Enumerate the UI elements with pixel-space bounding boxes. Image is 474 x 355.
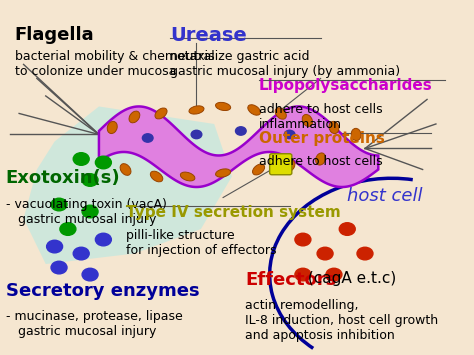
Text: bacterial mobility & chemotaxis
to colonize under mucosa: bacterial mobility & chemotaxis to colon… bbox=[15, 50, 214, 78]
Ellipse shape bbox=[216, 102, 231, 110]
Circle shape bbox=[295, 233, 311, 246]
Text: - mucinase, protease, lipase
   gastric mucosal injury: - mucinase, protease, lipase gastric muc… bbox=[6, 310, 182, 338]
Text: Exotoxin(s): Exotoxin(s) bbox=[6, 169, 120, 187]
Circle shape bbox=[142, 134, 153, 142]
Circle shape bbox=[51, 198, 67, 211]
Text: actin remodelling,
IL-8 induction, host cell growth
and apoptosis inhibition: actin remodelling, IL-8 induction, host … bbox=[245, 299, 438, 342]
Circle shape bbox=[339, 223, 355, 235]
Circle shape bbox=[95, 233, 111, 246]
Circle shape bbox=[73, 153, 89, 165]
Ellipse shape bbox=[129, 111, 140, 123]
FancyBboxPatch shape bbox=[270, 154, 292, 175]
Circle shape bbox=[46, 240, 63, 253]
Ellipse shape bbox=[302, 114, 312, 126]
Ellipse shape bbox=[189, 106, 204, 114]
Text: Urease: Urease bbox=[170, 26, 246, 45]
Text: Type IV secretion system: Type IV secretion system bbox=[126, 204, 340, 219]
Ellipse shape bbox=[107, 121, 117, 133]
Ellipse shape bbox=[150, 171, 163, 182]
Text: Outer proteins: Outer proteins bbox=[258, 131, 384, 146]
Circle shape bbox=[317, 247, 333, 260]
Ellipse shape bbox=[216, 169, 231, 177]
Text: adhere to host cells
inflammation: adhere to host cells inflammation bbox=[258, 103, 382, 131]
Ellipse shape bbox=[155, 108, 167, 119]
Circle shape bbox=[357, 247, 373, 260]
Ellipse shape bbox=[316, 153, 326, 165]
Text: adhere to host cells: adhere to host cells bbox=[258, 155, 382, 169]
Text: neutralize gastric acid
gastric mucosal injury (by ammonia): neutralize gastric acid gastric mucosal … bbox=[170, 50, 400, 78]
Ellipse shape bbox=[329, 121, 339, 133]
Polygon shape bbox=[99, 106, 378, 187]
Ellipse shape bbox=[180, 172, 195, 181]
Text: Secretory enzymes: Secretory enzymes bbox=[6, 282, 200, 300]
Ellipse shape bbox=[120, 164, 131, 175]
Circle shape bbox=[82, 174, 98, 186]
Text: Effectors: Effectors bbox=[245, 271, 337, 289]
Circle shape bbox=[95, 156, 111, 169]
Circle shape bbox=[295, 268, 311, 281]
Ellipse shape bbox=[284, 160, 295, 172]
Text: (cagA e.t.c): (cagA e.t.c) bbox=[303, 271, 396, 286]
Circle shape bbox=[82, 268, 98, 281]
Polygon shape bbox=[24, 106, 232, 264]
Circle shape bbox=[326, 268, 342, 281]
Ellipse shape bbox=[248, 105, 260, 115]
Text: pilli-like structure
for injection of effectors: pilli-like structure for injection of ef… bbox=[126, 229, 276, 257]
Ellipse shape bbox=[351, 129, 361, 141]
Circle shape bbox=[82, 205, 98, 218]
Circle shape bbox=[60, 223, 76, 235]
Circle shape bbox=[73, 247, 89, 260]
Circle shape bbox=[51, 261, 67, 274]
Ellipse shape bbox=[253, 164, 264, 175]
Ellipse shape bbox=[275, 108, 286, 119]
Text: Lipopolysaccharides: Lipopolysaccharides bbox=[258, 78, 432, 93]
Text: host cell: host cell bbox=[347, 187, 423, 205]
Text: Flagella: Flagella bbox=[15, 26, 94, 44]
Circle shape bbox=[236, 127, 246, 135]
Circle shape bbox=[191, 130, 202, 139]
Circle shape bbox=[284, 130, 295, 139]
Text: - vacuolating toxin (vacA)
   gastric mucosal injury: - vacuolating toxin (vacA) gastric mucos… bbox=[6, 197, 167, 225]
